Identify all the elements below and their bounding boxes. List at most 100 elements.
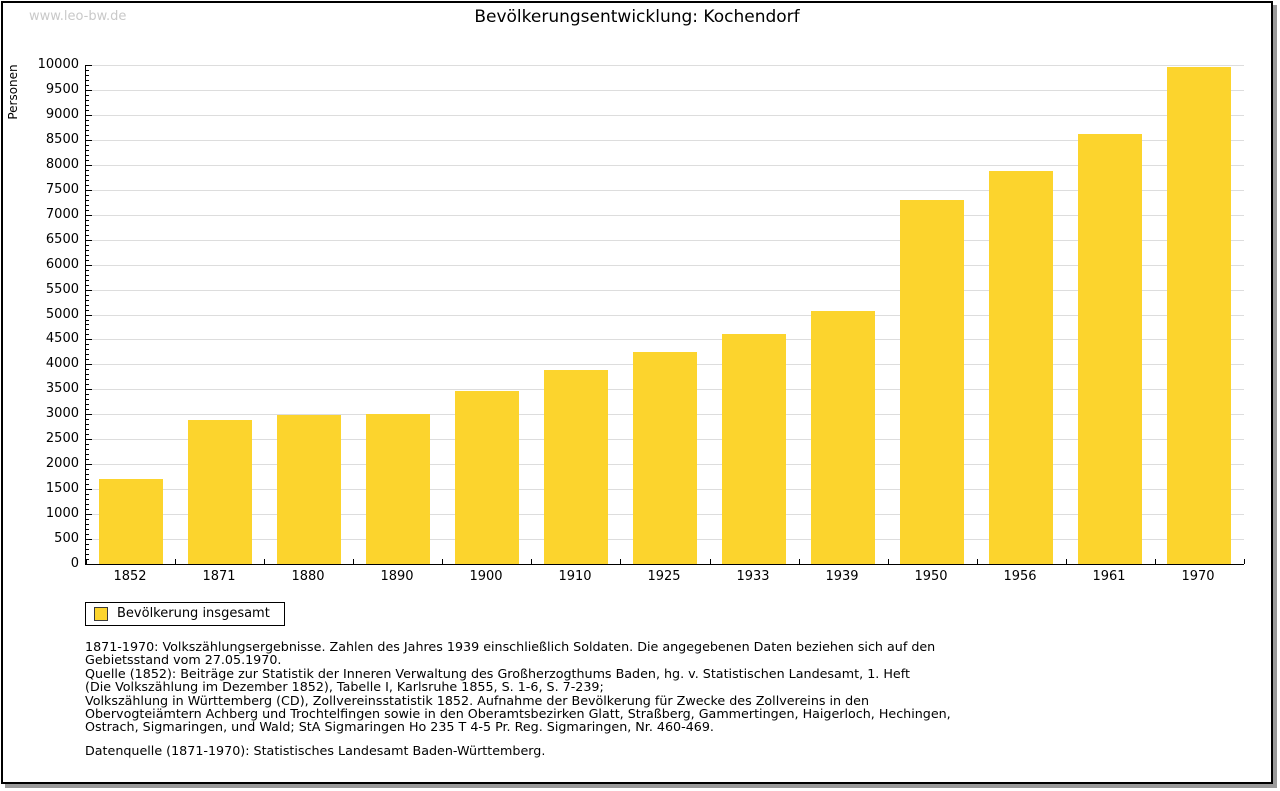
y-major-tick — [86, 264, 92, 266]
y-tick-label: 6000 — [45, 256, 79, 272]
y-minor-tick — [86, 359, 89, 361]
y-tick-label: 1500 — [45, 481, 79, 497]
y-tick-label: 3500 — [45, 381, 79, 397]
x-tick-label: 1956 — [1003, 569, 1037, 584]
y-minor-tick — [86, 419, 89, 421]
y-tick-label: 8500 — [45, 131, 79, 147]
gridline — [86, 65, 1244, 66]
y-minor-tick — [86, 194, 89, 196]
y-tick-label: 4500 — [45, 331, 79, 347]
y-tick-label: 8000 — [45, 156, 79, 172]
y-minor-tick — [86, 219, 89, 221]
bar-1939 — [811, 311, 875, 564]
bar-1900 — [455, 391, 519, 564]
y-minor-tick — [86, 549, 89, 551]
footnote-line: Volkszählung in Württemberg (CD), Zollve… — [85, 692, 870, 708]
y-minor-tick — [86, 134, 89, 136]
bar-1890 — [366, 414, 430, 564]
x-boundary-tick — [710, 559, 711, 564]
bar-1925 — [633, 352, 697, 564]
y-minor-tick — [86, 294, 89, 296]
x-boundary-tick — [442, 559, 443, 564]
y-minor-tick — [86, 424, 89, 426]
y-minor-tick — [86, 144, 89, 146]
gridline — [86, 314, 1244, 316]
x-tick-label: 1910 — [558, 569, 592, 584]
y-tick-label: 2500 — [45, 431, 79, 447]
y-tick-label: 3000 — [45, 406, 79, 422]
y-minor-tick — [86, 159, 89, 161]
y-major-tick — [86, 489, 92, 491]
y-minor-tick — [86, 299, 89, 301]
x-boundary-tick — [888, 559, 889, 564]
y-minor-tick — [86, 304, 89, 306]
y-minor-tick — [86, 459, 89, 461]
gridline — [86, 214, 1244, 216]
y-minor-tick — [86, 384, 89, 386]
y-minor-tick — [86, 279, 89, 281]
y-minor-tick — [86, 429, 89, 431]
y-minor-tick — [86, 124, 89, 126]
footnotes-block: 1871-1970: Volkszählungsergebnisse. Zahl… — [85, 640, 1235, 734]
bar-1950 — [900, 200, 964, 564]
y-minor-tick — [86, 229, 89, 231]
y-minor-tick — [86, 149, 89, 151]
y-tick-label: 1000 — [45, 506, 79, 522]
y-minor-tick — [86, 179, 89, 181]
y-tick-label: 7000 — [45, 206, 79, 222]
y-major-tick — [86, 189, 92, 191]
bar-1961 — [1078, 134, 1142, 564]
plot-area — [85, 65, 1245, 565]
y-tick-label: 5500 — [45, 281, 79, 297]
y-minor-tick — [86, 554, 89, 556]
y-minor-tick — [86, 334, 89, 336]
bar-1880 — [277, 415, 341, 564]
y-tick-label: 4000 — [45, 356, 79, 372]
x-tick-label: 1900 — [469, 569, 503, 584]
y-minor-tick — [86, 349, 89, 351]
gridline — [86, 164, 1244, 166]
y-major-tick — [86, 539, 92, 541]
y-minor-tick — [86, 244, 89, 246]
y-minor-tick — [86, 379, 89, 381]
y-minor-tick — [86, 74, 89, 76]
footnote-line: Gebietsstand vom 27.05.1970. — [85, 652, 282, 668]
y-minor-tick — [86, 354, 89, 356]
x-tick-label: 1871 — [202, 569, 236, 584]
y-major-tick — [86, 464, 92, 466]
y-minor-tick — [86, 119, 89, 121]
y-minor-tick — [86, 249, 89, 251]
bar-1852 — [99, 479, 163, 564]
y-minor-tick — [86, 494, 89, 496]
y-minor-tick — [86, 374, 89, 376]
y-minor-tick — [86, 259, 89, 261]
y-minor-tick — [86, 70, 89, 71]
x-boundary-tick — [799, 559, 800, 564]
x-tick-label: 1961 — [1092, 569, 1126, 584]
y-major-tick — [86, 414, 92, 416]
y-minor-tick — [86, 434, 89, 436]
x-tick-label: 1970 — [1181, 569, 1215, 584]
x-tick-label: 1880 — [291, 569, 325, 584]
bar-1910 — [544, 370, 608, 564]
y-minor-tick — [86, 499, 89, 501]
x-axis-tick-labels: 1852 1871 1880 1890 1900 1910 1925 1933 1939 1950… — [85, 569, 1243, 587]
y-tick-label: 9500 — [45, 81, 79, 97]
gridline — [86, 239, 1244, 241]
y-minor-tick — [86, 154, 89, 156]
x-boundary-tick — [531, 559, 532, 564]
y-major-tick — [86, 239, 92, 241]
footnote-line: Obervogteiämtern Achberg und Trochtelfin… — [85, 706, 951, 722]
y-minor-tick — [86, 394, 89, 396]
y-minor-tick — [86, 519, 89, 521]
gridline — [86, 139, 1244, 141]
legend-color-swatch-icon — [94, 606, 108, 621]
y-minor-tick — [86, 474, 89, 476]
y-minor-tick — [86, 524, 89, 526]
x-boundary-tick — [1066, 559, 1067, 564]
y-minor-tick — [86, 444, 89, 446]
x-boundary-tick — [977, 559, 978, 564]
y-minor-tick — [86, 329, 89, 331]
y-minor-tick — [86, 449, 89, 451]
